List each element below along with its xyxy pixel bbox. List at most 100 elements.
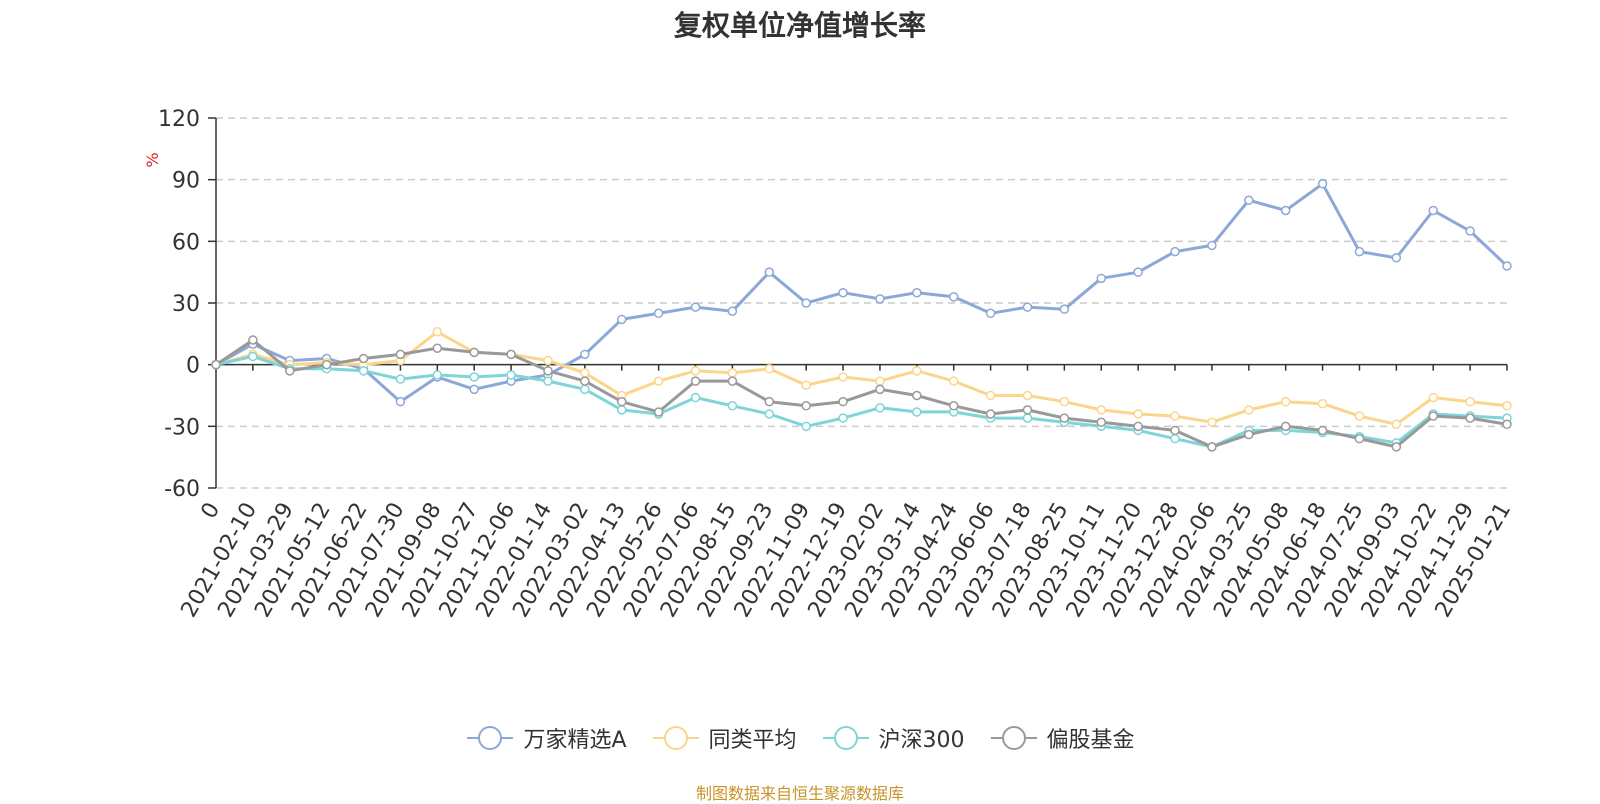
data-point [358, 353, 369, 364]
data-point [1244, 405, 1254, 415]
data-point [616, 405, 627, 415]
legend-swatch-icon [990, 726, 1037, 750]
data-point [1391, 419, 1402, 430]
data-point [1244, 195, 1254, 205]
data-point [1170, 425, 1180, 436]
source-note: 制图数据来自恒生聚源数据库 [695, 784, 904, 803]
data-point [801, 421, 811, 432]
legend-swatch-icon [822, 726, 869, 750]
legend-item[interactable]: 同类平均 [651, 722, 797, 754]
data-point [948, 376, 959, 386]
data-point [764, 409, 775, 419]
data-point [875, 384, 885, 395]
data-point [469, 372, 479, 382]
legend-item[interactable]: 偏股基金 [989, 722, 1135, 754]
data-point [1502, 401, 1512, 411]
data-point [838, 396, 848, 407]
data-point [1207, 417, 1217, 427]
data-point [1465, 396, 1475, 407]
data-point [653, 376, 664, 386]
legend-swatch-marker [478, 726, 503, 750]
data-point [469, 384, 479, 395]
data-point [211, 359, 221, 370]
series-line-3 [214, 338, 1509, 449]
data-point [580, 384, 590, 395]
data-point [764, 364, 775, 374]
data-point [1354, 246, 1365, 257]
data-point [1170, 411, 1180, 421]
legend: 万家精选A 同类平均 沪深300 偏股基金 [0, 722, 1600, 754]
legend-label: 偏股基金 [1046, 728, 1135, 753]
data-point [1170, 433, 1180, 444]
data-point [690, 392, 701, 403]
data-point [1465, 413, 1475, 423]
data-point [1207, 442, 1217, 452]
legend-swatch-marker [833, 726, 858, 750]
legend-swatch-icon [652, 726, 699, 750]
series-line-2 [214, 354, 1509, 449]
series-line-1 [214, 330, 1509, 426]
data-point [727, 401, 738, 411]
y-tick-label: 60 [172, 230, 200, 255]
data-point [838, 287, 848, 298]
data-point [1170, 246, 1180, 257]
legend-item[interactable]: 沪深300 [821, 722, 965, 754]
data-point [875, 294, 885, 304]
data-point [432, 343, 443, 353]
data-point [912, 366, 922, 376]
data-point [580, 349, 590, 360]
data-point [690, 302, 701, 312]
data-point [838, 372, 848, 382]
data-point [764, 267, 775, 277]
data-point [727, 306, 738, 316]
data-point [1022, 390, 1033, 401]
y-tick-label: 0 [186, 354, 200, 379]
legend-item[interactable]: 万家精选A [465, 722, 627, 754]
data-point [727, 376, 738, 386]
data-point [1428, 205, 1438, 216]
data-point [801, 380, 811, 390]
y-tick-label: 90 [172, 169, 200, 194]
y-tick-label: -60 [164, 477, 200, 502]
y-tick-label: 120 [158, 107, 200, 132]
data-point [875, 403, 885, 413]
data-point [1133, 409, 1143, 419]
data-point [358, 366, 369, 376]
data-point [1317, 425, 1328, 436]
data-point [616, 396, 627, 407]
data-point [1096, 417, 1107, 427]
data-point [1465, 226, 1475, 236]
legend-swatch-icon [467, 726, 514, 750]
data-point [985, 308, 996, 319]
data-point [1317, 179, 1328, 189]
data-point [506, 370, 516, 380]
data-point [1354, 411, 1365, 421]
data-point [432, 327, 443, 337]
data-point [653, 407, 664, 417]
data-point [1059, 396, 1070, 407]
data-point [948, 292, 959, 302]
data-point [1022, 413, 1033, 423]
data-point [1280, 205, 1291, 216]
data-point [1317, 398, 1328, 409]
data-point [395, 349, 406, 360]
legend-swatch-marker [663, 726, 688, 750]
y-axis-label: % [143, 152, 162, 167]
data-point [248, 351, 258, 362]
data-point [1280, 421, 1291, 432]
data-point [1059, 413, 1070, 423]
data-point [1244, 429, 1254, 440]
data-point [248, 335, 258, 345]
data-point [912, 287, 922, 298]
data-point [985, 409, 996, 419]
data-point [1354, 433, 1365, 444]
data-point [506, 349, 516, 360]
data-point [1391, 442, 1402, 452]
data-point [580, 368, 590, 378]
data-point [690, 366, 701, 376]
data-point [580, 376, 590, 386]
data-point [1280, 396, 1291, 407]
data-point [1502, 261, 1512, 271]
data-point [875, 376, 885, 386]
